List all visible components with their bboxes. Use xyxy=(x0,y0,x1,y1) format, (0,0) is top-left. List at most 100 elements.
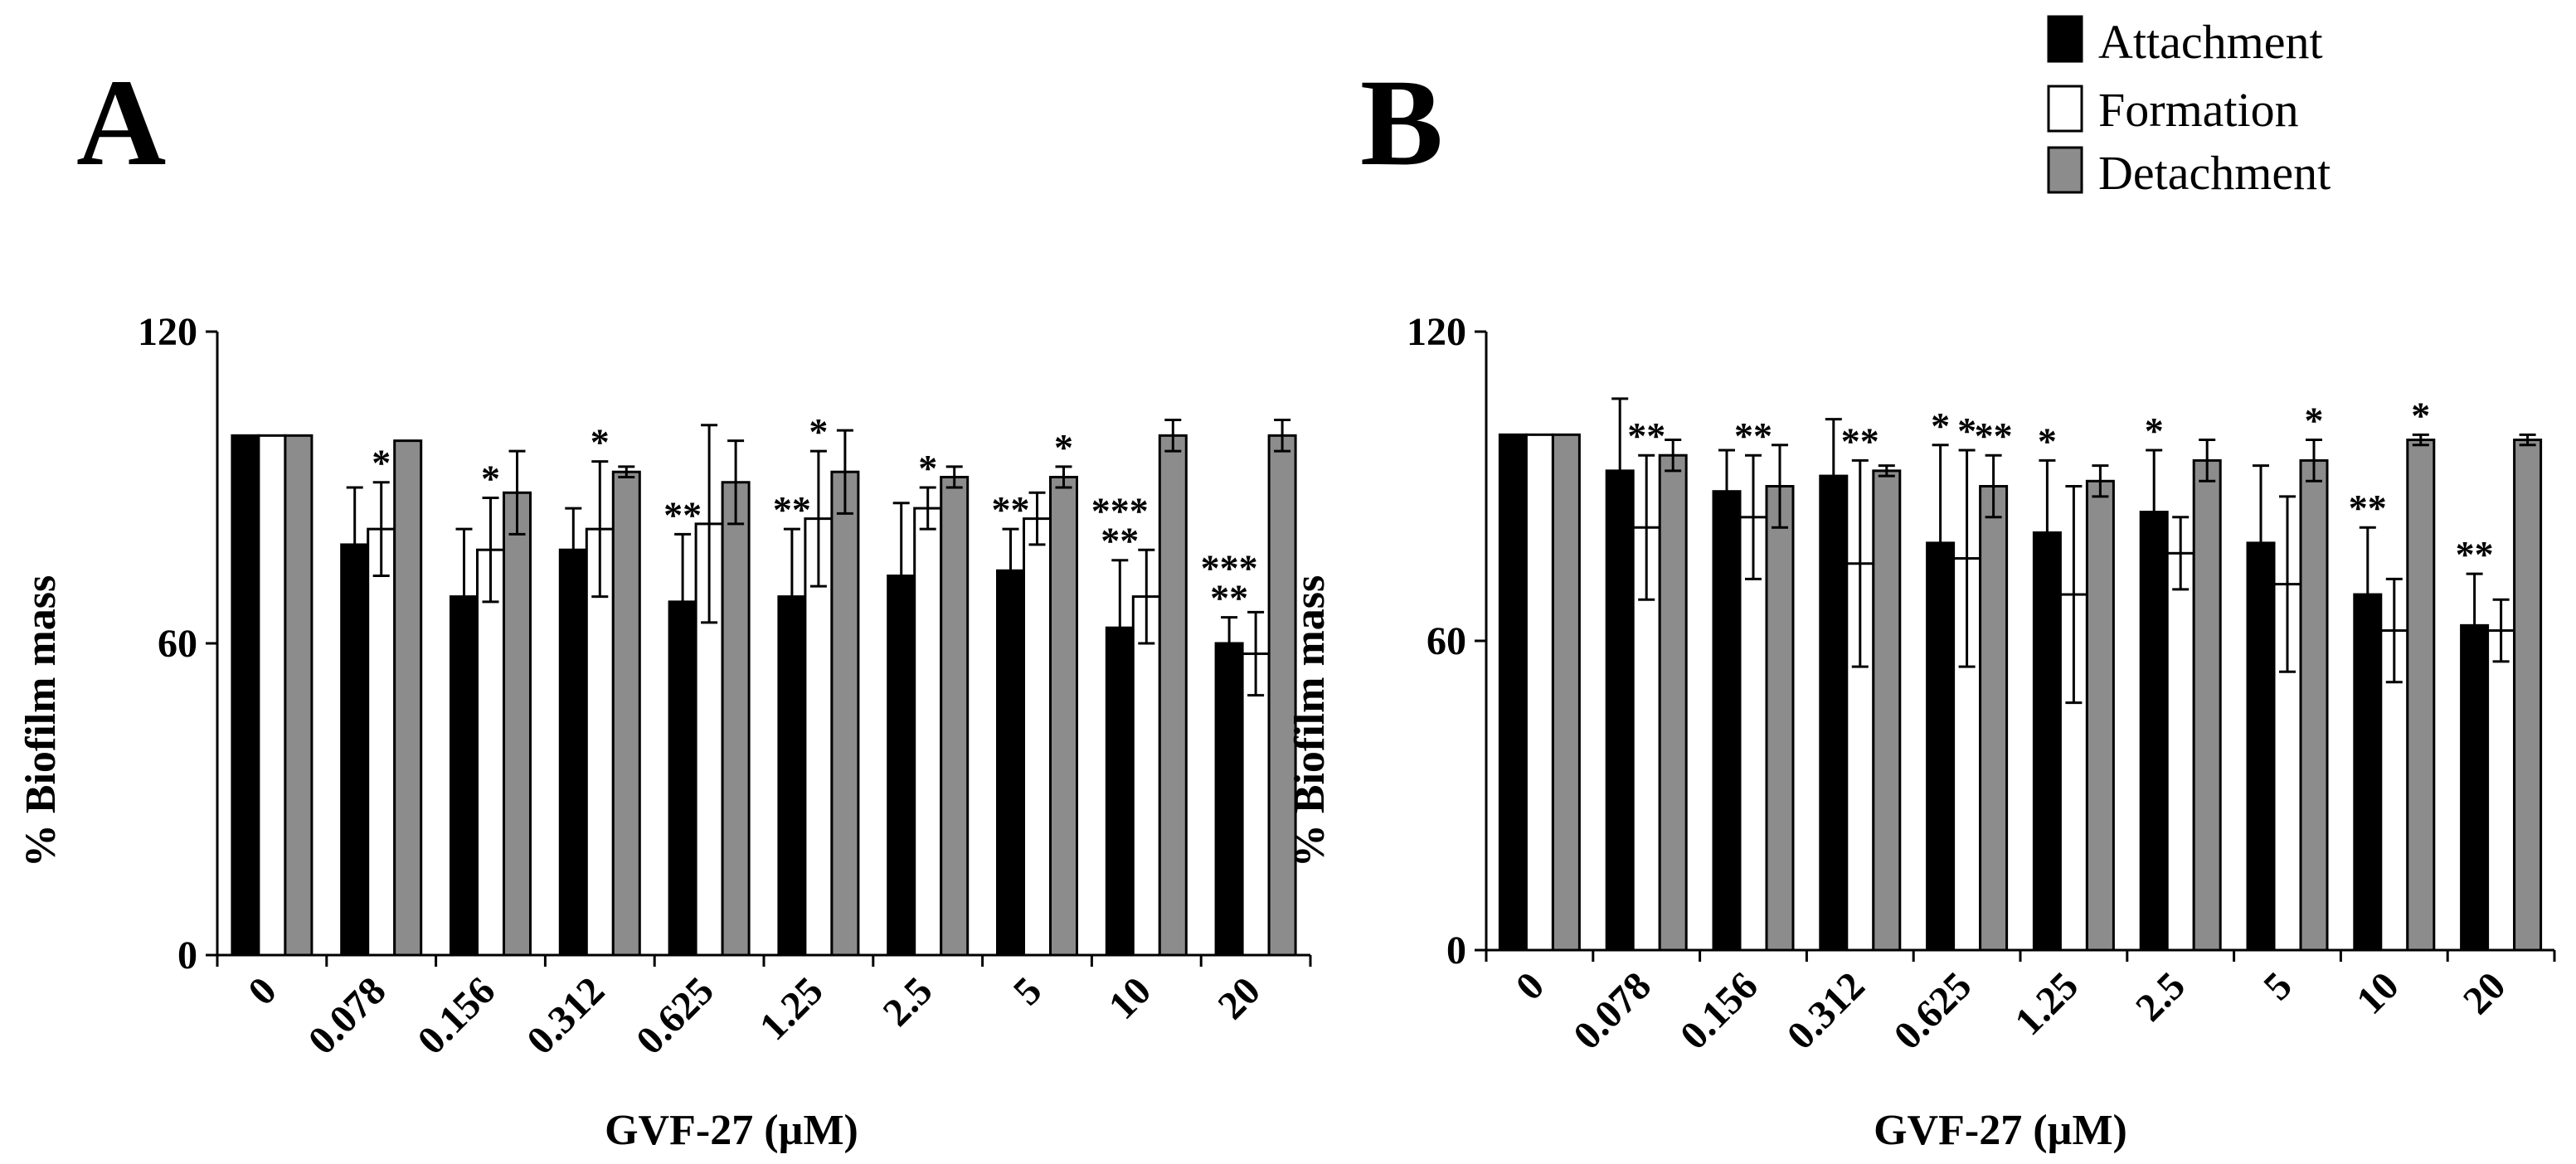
y-axis-title-b: % Biofilm mass xyxy=(1286,575,1334,867)
panel-letter-b: B xyxy=(1360,54,1443,192)
significance-b-attachment-10-0: ** xyxy=(2349,487,2387,529)
bar-b-formation-10 xyxy=(2379,629,2409,952)
x-tick-label-b-20: 20 xyxy=(2455,963,2514,1022)
panel-a: A % Biofilm mass GVF-27 (µM) 0 60 120 0 * 0.0… xyxy=(17,54,1312,1154)
legend-label-attachment: Attachment xyxy=(2098,15,2323,69)
significance-a-formation-0.156-0: * xyxy=(481,458,500,500)
significance-a-attachment-10-1: *** xyxy=(1091,490,1149,532)
significance-a-detachment-5-0: * xyxy=(1054,426,1073,468)
x-tick-label-a-1.25: 1.25 xyxy=(751,968,832,1049)
x-tick-label-b-10: 10 xyxy=(2348,963,2407,1022)
x-tick-label-a-0.078: 0.078 xyxy=(300,968,395,1063)
significance-b-formation-0.312-0: ** xyxy=(1841,420,1879,462)
bar-a-attachment-0.312 xyxy=(558,548,588,957)
bar-a-attachment-0 xyxy=(231,434,260,957)
bar-a-detachment-0.312 xyxy=(611,470,641,957)
legend: Attachment Formation Detachment xyxy=(2047,15,2331,200)
panel-b: B % Biofilm mass GVF-27 (µM) 0601200**0.… xyxy=(1286,54,2556,1154)
significance-a-attachment-10-0: ** xyxy=(1101,520,1139,562)
bar-a-formation-0 xyxy=(257,434,287,957)
bar-a-formation-5 xyxy=(1023,517,1052,957)
bar-a-detachment-1.25 xyxy=(830,470,860,957)
bar-b-attachment-0 xyxy=(1498,433,1528,952)
bar-b-formation-0 xyxy=(1524,433,1554,952)
y-tick-label-a-120: 120 xyxy=(138,310,197,354)
significance-b-formation-0.625-0: * xyxy=(1957,410,1976,452)
bar-b-attachment-10 xyxy=(2353,593,2383,952)
bar-b-detachment-0.312 xyxy=(1872,469,1902,952)
bar-a-detachment-0 xyxy=(284,434,313,957)
bar-a-formation-10 xyxy=(1131,595,1161,957)
bar-b-attachment-2.5 xyxy=(2139,511,2169,952)
bar-a-detachment-0.156 xyxy=(503,491,532,957)
bar-a-detachment-10 xyxy=(1158,434,1188,957)
significance-b-formation-0.078-0: ** xyxy=(1627,415,1665,457)
bar-a-detachment-20 xyxy=(1267,434,1297,957)
y-tick-label-b-0: 0 xyxy=(1446,929,1466,972)
bar-b-detachment-0.156 xyxy=(1765,485,1795,952)
bar-b-detachment-0.078 xyxy=(1658,453,1688,952)
x-tick-label-b-5: 5 xyxy=(2255,963,2300,1008)
x-tick-label-a-2.5: 2.5 xyxy=(875,968,941,1035)
bar-b-attachment-0.156 xyxy=(1712,490,1742,952)
bar-a-formation-0.156 xyxy=(476,548,505,957)
significance-b-attachment-2.5-0: * xyxy=(2145,410,2164,452)
x-tick-label-a-5: 5 xyxy=(1005,968,1050,1013)
bar-b-attachment-0.078 xyxy=(1605,469,1635,952)
legend-label-detachment: Detachment xyxy=(2098,146,2331,200)
x-tick-label-a-10: 10 xyxy=(1101,968,1159,1027)
significance-a-formation-0.078-0: * xyxy=(372,442,391,484)
significance-a-formation-0.312-0: * xyxy=(591,421,610,463)
significance-b-detachment-5-0: * xyxy=(2305,400,2324,442)
significance-b-attachment-1.25-0: * xyxy=(2038,420,2057,462)
bar-a-detachment-2.5 xyxy=(940,475,970,957)
y-tick-label-a-60: 60 xyxy=(158,622,197,666)
x-tick-label-b-0.625: 0.625 xyxy=(1886,963,1981,1058)
bar-b-detachment-10 xyxy=(2406,439,2436,952)
bar-a-attachment-20 xyxy=(1214,642,1244,957)
x-axis-title-a: GVF-27 (µM) xyxy=(605,1107,858,1154)
bar-a-formation-0.078 xyxy=(367,527,396,957)
legend-swatch-formation xyxy=(2047,85,2083,133)
x-tick-label-a-20: 20 xyxy=(1209,968,1268,1027)
bar-b-detachment-0.625 xyxy=(1979,485,2009,952)
bar-a-detachment-0.078 xyxy=(393,439,423,957)
significance-b-attachment-0.625-0: * xyxy=(1931,405,1950,447)
y-tick-label-b-120: 120 xyxy=(1407,310,1466,354)
significance-a-attachment-20-1: *** xyxy=(1201,547,1258,589)
significance-b-detachment-0.625-0: ** xyxy=(1975,415,2013,457)
x-tick-label-b-1.25: 1.25 xyxy=(2006,963,2087,1044)
bar-b-detachment-20 xyxy=(2513,439,2543,952)
bar-b-attachment-0.312 xyxy=(1819,474,1849,952)
y-tick-label-b-60: 60 xyxy=(1427,619,1466,663)
legend-label-formation: Formation xyxy=(2098,83,2299,137)
x-tick-label-b-0.078: 0.078 xyxy=(1565,963,1660,1058)
plot-area-a: 0601200*0.078*0.156*0.312**0.625***1.25*… xyxy=(138,310,1312,1063)
x-tick-label-a-0.625: 0.625 xyxy=(628,968,722,1063)
significance-b-formation-0.156-0: ** xyxy=(1734,415,1772,457)
bar-a-formation-2.5 xyxy=(913,507,943,957)
bar-b-detachment-0 xyxy=(1551,433,1581,952)
significance-a-formation-2.5-0: * xyxy=(918,447,937,489)
legend-swatch-attachment xyxy=(2047,15,2083,63)
bar-b-formation-20 xyxy=(2486,629,2516,952)
x-axis-title-b: GVF-27 (µM) xyxy=(1874,1107,2127,1154)
legend-swatch-detachment xyxy=(2047,146,2083,194)
bar-b-detachment-1.25 xyxy=(2085,479,2115,952)
bar-b-detachment-2.5 xyxy=(2192,458,2222,952)
bar-a-attachment-5 xyxy=(996,569,1025,957)
x-tick-label-b-2.5: 2.5 xyxy=(2127,963,2194,1030)
significance-b-detachment-10-0: * xyxy=(2411,394,2430,436)
x-tick-label-b-0.312: 0.312 xyxy=(1779,963,1874,1058)
significance-b-attachment-20-0: ** xyxy=(2456,533,2494,575)
y-axis-title-a: % Biofilm mass xyxy=(17,575,65,867)
bar-a-detachment-5 xyxy=(1049,475,1078,957)
x-tick-label-b-0.156: 0.156 xyxy=(1672,963,1767,1058)
x-tick-label-b-0: 0 xyxy=(1508,963,1553,1008)
bar-b-formation-2.5 xyxy=(2165,551,2195,952)
bar-b-formation-0.156 xyxy=(1738,516,1768,952)
significance-a-attachment-20-0: ** xyxy=(1210,577,1248,619)
x-tick-label-a-0.312: 0.312 xyxy=(518,968,613,1063)
